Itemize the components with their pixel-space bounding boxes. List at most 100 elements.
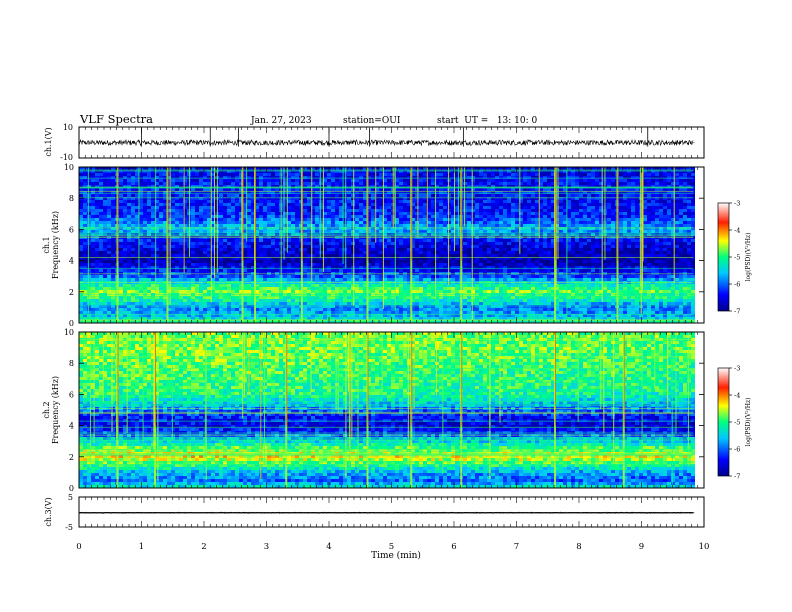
spectrogram-cell xyxy=(311,203,315,206)
spectrogram-cell xyxy=(623,182,627,185)
spectrogram-cell xyxy=(239,254,243,257)
spectrogram-cell xyxy=(527,251,531,254)
spectrogram-cell xyxy=(315,203,319,206)
spectrogram-cell xyxy=(687,194,691,197)
spectrogram-cell xyxy=(415,212,419,215)
spectrogram-cell xyxy=(79,230,83,233)
spectrogram-cell xyxy=(167,218,171,221)
spectrogram-cell xyxy=(151,212,155,215)
spectrogram-cell xyxy=(651,176,655,179)
spectrogram-cell xyxy=(655,257,659,260)
spectrogram-cell xyxy=(395,230,399,233)
spectrogram-cell xyxy=(591,194,595,197)
spectrogram-cell xyxy=(563,194,567,197)
spectrogram-cell xyxy=(643,221,647,224)
spectrogram-cell xyxy=(679,239,683,242)
spectrogram-cell xyxy=(239,257,243,260)
spectrogram-cell xyxy=(523,260,527,263)
spectrogram-cell xyxy=(235,257,239,260)
spectrogram-cell xyxy=(591,185,595,188)
spectrogram-cell xyxy=(131,200,135,203)
spectrogram-cell xyxy=(451,257,455,260)
spectrogram-cell xyxy=(591,206,595,209)
spectrogram-cell xyxy=(611,251,615,254)
spectrogram-cell xyxy=(103,215,107,218)
spectrogram-cell xyxy=(511,176,515,179)
spectrogram-cell xyxy=(339,260,343,263)
spectrogram-cell xyxy=(551,212,555,215)
spectrogram-cell xyxy=(467,230,471,233)
spectrogram-cell xyxy=(487,218,491,221)
spectrogram-cell xyxy=(227,221,231,224)
spectrogram-cell xyxy=(119,182,123,185)
spectrogram-cell xyxy=(579,197,583,200)
spectrogram-cell xyxy=(547,251,551,254)
spectrogram-cell xyxy=(375,242,379,245)
spectrogram-cell xyxy=(375,260,379,263)
spectrogram-cell xyxy=(199,167,203,170)
spectrogram-cell xyxy=(211,230,215,233)
spectrogram-cell xyxy=(335,242,339,245)
spectrogram-cell xyxy=(499,197,503,200)
spectrogram-cell xyxy=(571,179,575,182)
spectrogram-cell xyxy=(503,182,507,185)
spectrogram-cell xyxy=(283,245,287,248)
spectrogram-cell xyxy=(423,194,427,197)
spectrogram-cell xyxy=(487,185,491,188)
spectrogram-cell xyxy=(127,215,131,218)
spectrogram-cell xyxy=(307,185,311,188)
spectrogram-cell xyxy=(255,182,259,185)
spectrogram-cell xyxy=(675,182,679,185)
spectrogram-cell xyxy=(475,257,479,260)
spectrogram-cell xyxy=(247,221,251,224)
spectrogram-cell xyxy=(295,227,299,230)
spectrogram-cell xyxy=(267,191,271,194)
spectrogram-cell xyxy=(159,248,163,251)
spectrogram-cell xyxy=(463,230,467,233)
spectrogram-cell xyxy=(83,218,87,221)
spectrogram-cell xyxy=(591,239,595,242)
spectrogram-cell xyxy=(379,218,383,221)
spectrogram-cell xyxy=(159,215,163,218)
spectrogram-cell xyxy=(359,224,363,227)
spectrogram-cell xyxy=(483,188,487,191)
spectrogram-cell xyxy=(155,185,159,188)
spectrogram-cell xyxy=(167,254,171,257)
spectrogram-cell xyxy=(399,191,403,194)
spectrogram-cell xyxy=(595,215,599,218)
spectrogram-cell xyxy=(515,251,519,254)
spectrogram-cell xyxy=(567,254,571,257)
spectrogram-cell xyxy=(163,227,167,230)
spectrogram-cell xyxy=(619,212,623,215)
spectrogram-cell xyxy=(551,176,555,179)
spectrogram-cell xyxy=(343,245,347,248)
spectrogram-cell xyxy=(479,203,483,206)
spectrogram-cell xyxy=(375,245,379,248)
spectrogram-cell xyxy=(559,179,563,182)
spectrogram-cell xyxy=(131,260,135,263)
spectrogram-cell xyxy=(539,224,543,227)
spectrogram-cell xyxy=(371,218,375,221)
spectrogram-cell xyxy=(103,197,107,200)
spectrogram-cell xyxy=(167,191,171,194)
spectrogram-cell xyxy=(79,251,83,254)
spectrogram-cell xyxy=(87,263,91,266)
spectrogram-cell xyxy=(415,224,419,227)
spectrogram-cell xyxy=(79,203,83,206)
spectrogram-cell xyxy=(123,197,127,200)
spectrogram-cell xyxy=(647,230,651,233)
spectrogram-cell xyxy=(527,176,531,179)
spectrogram-cell xyxy=(647,209,651,212)
spectrogram-cell xyxy=(471,242,475,245)
spectrogram-cell xyxy=(95,188,99,191)
spectrogram-cell xyxy=(527,254,531,257)
spectrogram-cell xyxy=(403,254,407,257)
spectrogram-cell xyxy=(319,251,323,254)
spectrogram-cell xyxy=(655,239,659,242)
spectrogram-cell xyxy=(199,209,203,212)
spectrogram-cell xyxy=(207,173,211,176)
spectrogram-cell xyxy=(415,260,419,263)
spectrogram-cell xyxy=(79,248,83,251)
spectrogram-cell xyxy=(483,179,487,182)
spectrogram-cell xyxy=(275,251,279,254)
